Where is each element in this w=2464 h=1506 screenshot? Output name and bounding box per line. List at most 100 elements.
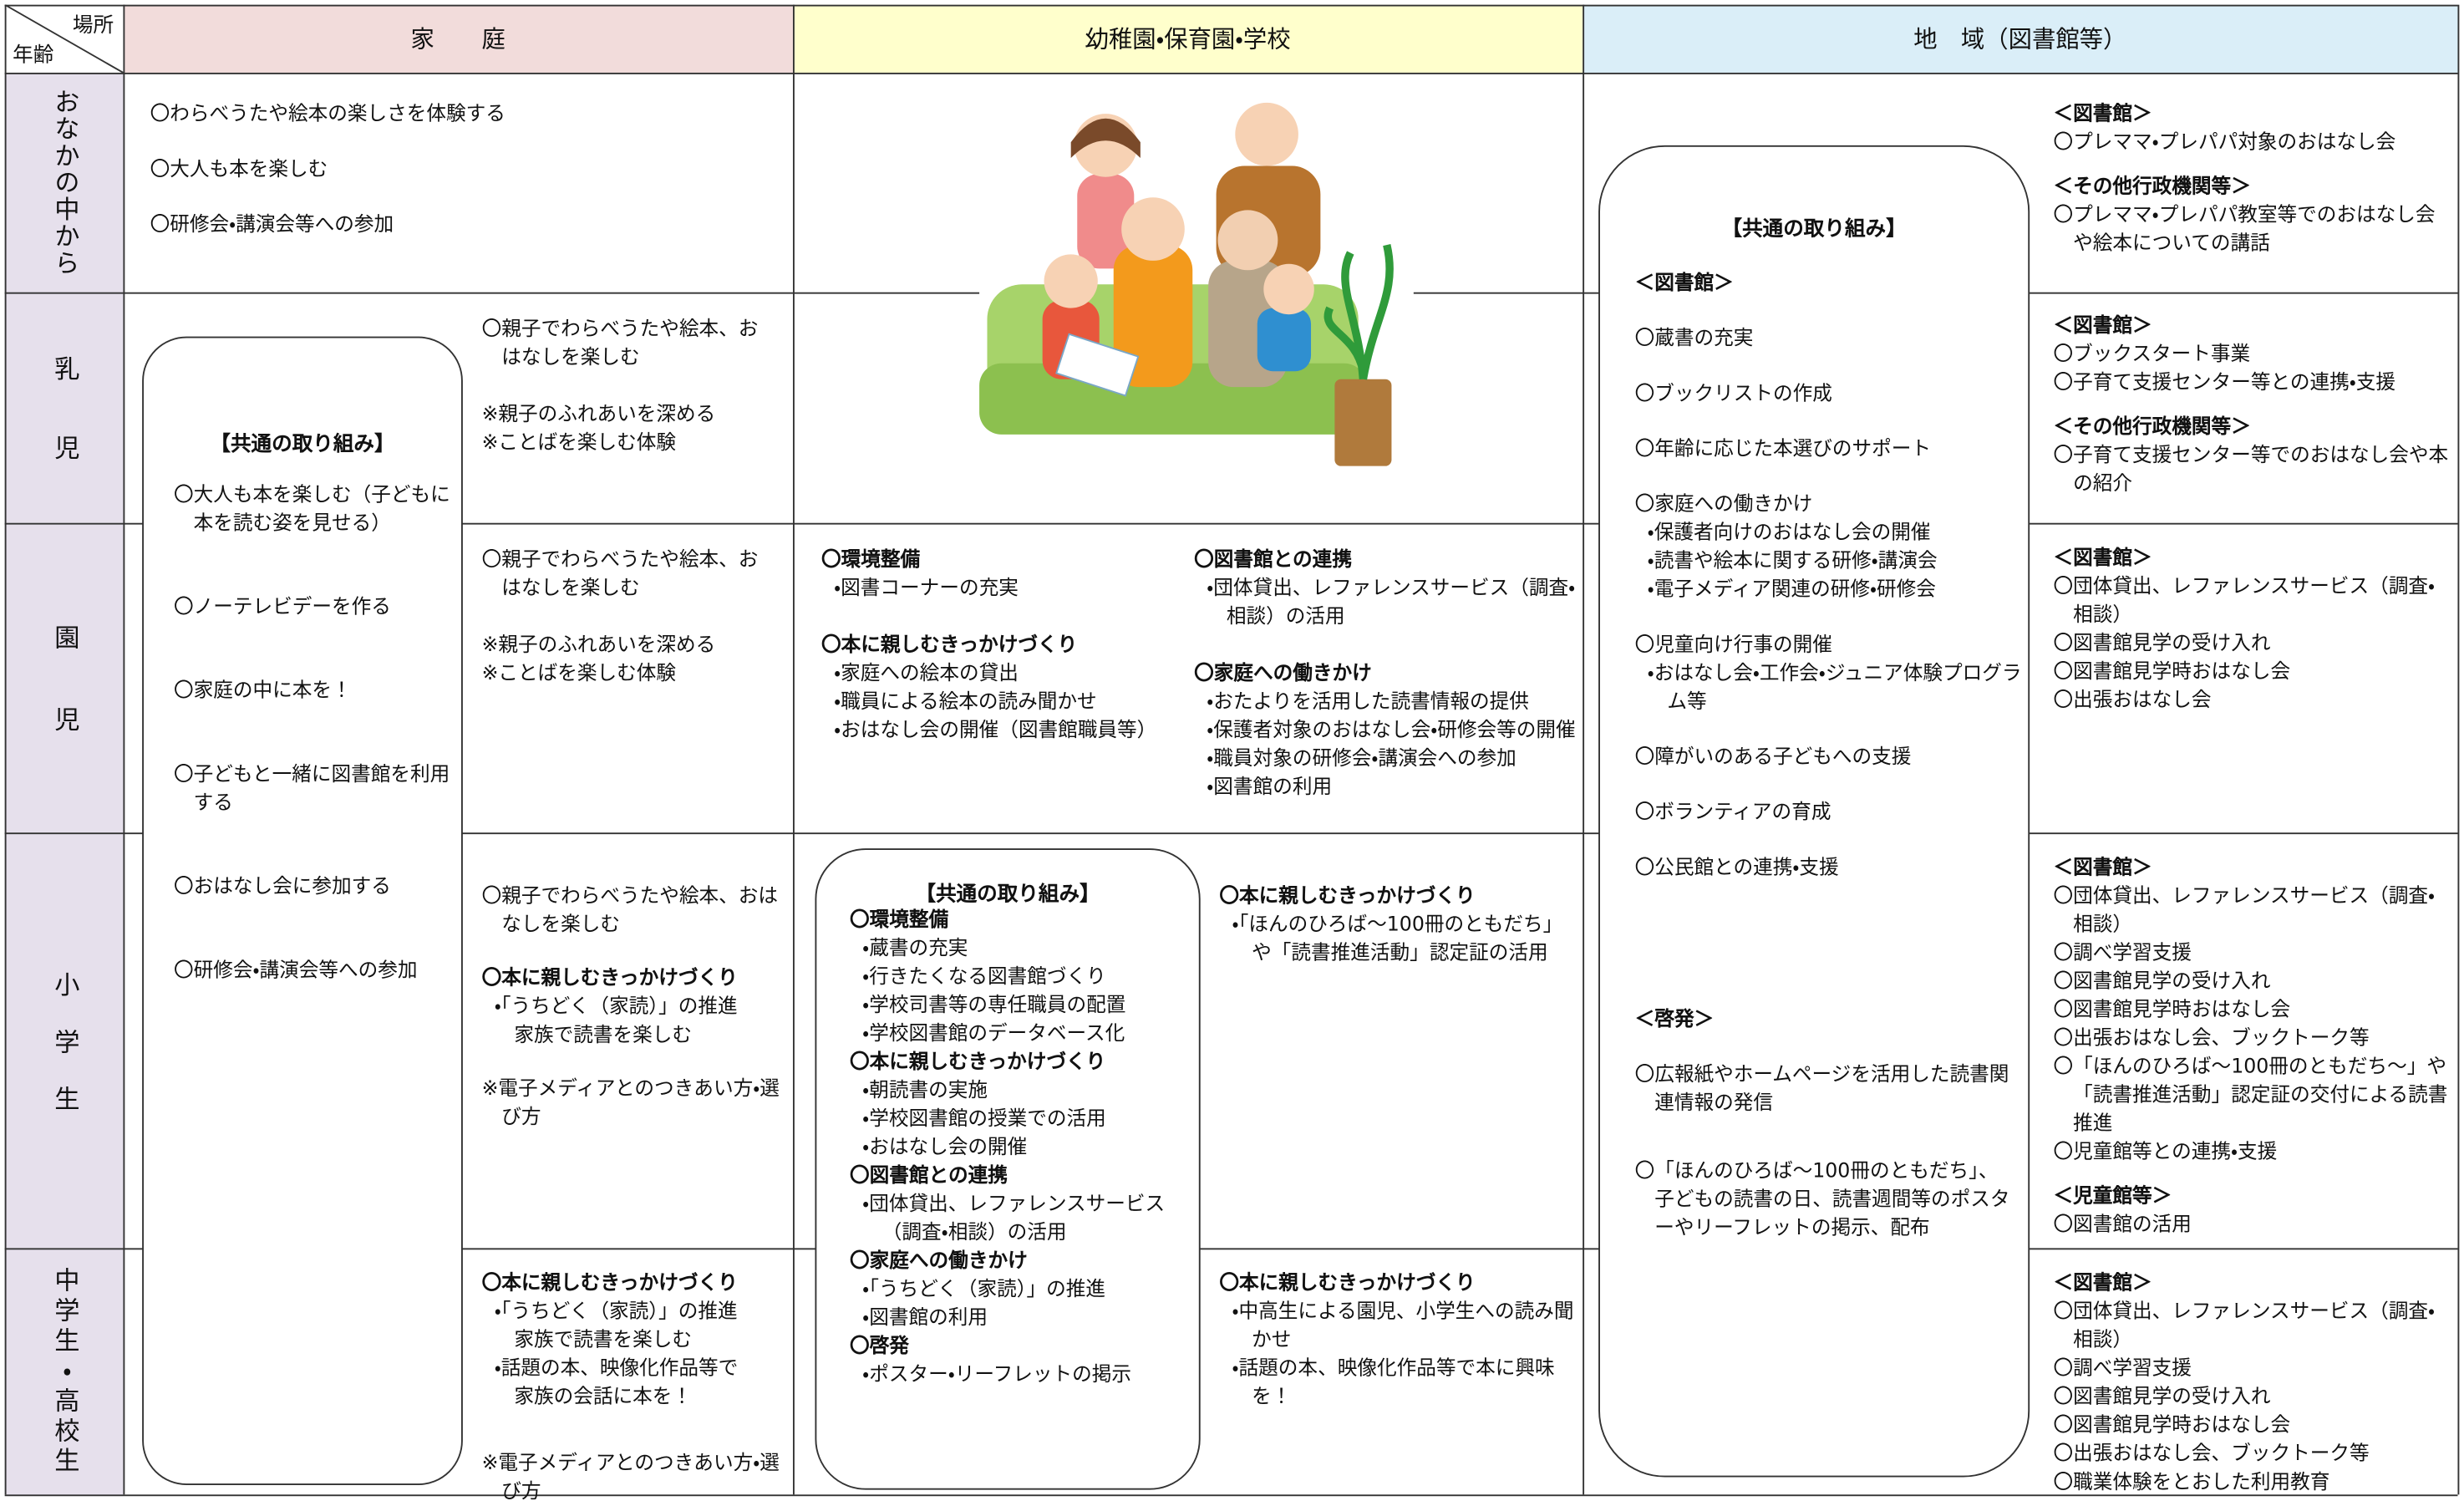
table-border (2457, 4, 2460, 1495)
section-items: ・蔵書の充実 ・行きたくなる図書館づくり ・学校司書等の専任職員の配置 ・学校図書館の… (850, 934, 1189, 1047)
section-items: ・「うちどく（家読）」の推進 家族で読書を楽しむ (482, 992, 782, 1049)
section-heading: ＜図書館＞ (2053, 313, 2152, 337)
section-heading: 〇家庭への働きかけ (1194, 660, 1372, 684)
text-line: ※電子メディアとのつきあい方・選び方 (481, 1076, 780, 1128)
plant-pot (1334, 379, 1392, 466)
section-items: ・「うちどく（家読）」の推進 家族で読書を楽しむ ・話題の本、映像化作品等で 家族の会… (482, 1297, 782, 1411)
corner-place: 場所 (72, 14, 114, 38)
section: 〇家庭への働きかけ ・「うちどく（家読）」の推進 ・図書館の利用 (850, 1247, 1189, 1332)
text-line: 〇研修会・講演会等への参加 (150, 211, 394, 236)
section-heading: 〇環境整備 (850, 907, 949, 931)
table-line (123, 4, 125, 1495)
text-line: ※電子メディアとのつきあい方・選び方 (481, 1450, 780, 1503)
cell-content: 〇わらべうたや絵本の楽しさを体験する 〇大人も本を楽しむ 〇研修会・講演会等への参加 (150, 99, 782, 238)
text-line: 〇家庭の中に本を！ (173, 677, 352, 702)
section-heading: ＜図書館＞ (2053, 1269, 2152, 1295)
section: ＜その他行政機関等＞ 〇プレママ・プレパパ教室等でのおはなし会や絵本についての講話 (2054, 172, 2451, 257)
text-line: 〇職業体験をとおした利用教育 (2053, 1469, 2330, 1493)
section-heading: ＜図書館＞ (2053, 854, 2152, 879)
section-items: ・家庭への絵本の貸出 ・職員による絵本の読み聞かせ ・おはなし会の開催（図書館職員等… (821, 659, 1188, 744)
row-label: 乳児 (49, 355, 80, 514)
text-group: ※親子のふれあいを深める ※ことばを楽しむ体験 (482, 630, 775, 687)
row-label: 小学生 (49, 970, 80, 1142)
row-header: 小学生 (4, 832, 124, 1249)
figure-body (1257, 308, 1312, 372)
section: ＜児童館等＞ 〇図書館の活用 (2054, 1182, 2451, 1239)
text-line: 〇年齢に応じた本選びのサポート (1634, 435, 1932, 460)
section-heading: ＜その他行政機関等＞ (2053, 414, 2251, 438)
common-box (1598, 145, 2030, 1478)
header-home: 家 庭 (123, 4, 793, 73)
figure-body (1077, 173, 1135, 269)
section-items: 〇団体貸出、レファレンスサービス（調査・相談） 〇調べ学習支援 〇図書館見学の受け入… (2054, 882, 2451, 1166)
row-header: 園児 (4, 522, 124, 833)
text-line: ・話題の本、映像化作品等で (494, 1355, 739, 1380)
text-line: 〇研修会・講演会等への参加 (173, 957, 418, 981)
text-line: 〇団体貸出、レファレンスサービス（調査・相談） (2053, 883, 2436, 936)
cell-content: 〇図書館との連携 ・団体貸出、レファレンスサービス（調査・相談）の活用 〇家庭への働… (1194, 545, 1581, 801)
box-title: 【共通の取り組み】 (915, 883, 1100, 908)
cell-content: 〇本に親しむきっかけづくり ・中高生による園児、小学生への読み聞かせ ・話題の本、映… (1219, 1269, 1574, 1411)
text-line: 〇大人も本を楽しむ（子どもに本を読む姿を見せる） (173, 481, 450, 534)
cell-content: 〇親子でわらべうたや絵本、おはなしを楽しむ ※親子のふれあいを深める ※ことばを楽し… (482, 314, 775, 456)
cell-content: 〇大人も本を楽しむ（子どもに本を読む姿を見せる） 〇ノーテレビデーを作る 〇家庭の中… (174, 481, 455, 984)
section: 〇環境整備 ・図書コーナーの充実 (821, 545, 1188, 602)
section-items: 〇プレママ・プレパパ教室等でのおはなし会や絵本についての講話 (2054, 201, 2451, 257)
item: 〇家庭への働きかけ ・保護者向けのおはなし会の開催 ・読書や絵本に関する研修・講演会… (1635, 490, 2022, 603)
table-line (792, 4, 795, 1495)
section: ＜図書館＞ 〇団体貸出、レファレンスサービス（調査・相談） 〇調べ学習支援 〇図書館見… (2054, 1269, 2451, 1496)
text-line: 〇ブックスタート事業 (2053, 341, 2251, 365)
text-line: 〇家庭への働きかけ (1634, 491, 1813, 516)
text-line: 〇図書館見学時おはなし会 (2053, 1412, 2291, 1437)
header-school: 幼稚園・保育園・学校 (792, 4, 1583, 73)
cell-content: 〇本に親しむきっかけづくり ・「ほんのひろば～100冊のともだち」や「読書推進活動… (1219, 882, 1574, 967)
text-line: 〇子育て支援センター等でのおはなし会や本の紹介 (2053, 442, 2449, 495)
text-line: 〇図書館見学時おはなし会 (2053, 996, 2291, 1021)
text-line: 家族の会話に本を！ (514, 1383, 693, 1408)
section-heading: 〇本に親しむきっかけづくり (1219, 1269, 1476, 1295)
section-items: ・「うちどく（家読）」の推進 ・図書館の利用 (850, 1275, 1189, 1332)
text-line: 〇わらべうたや絵本の楽しさを体験する (150, 100, 506, 125)
text-line: ・図書館の利用 (1207, 774, 1333, 798)
text-line: 〇おはなし会に参加する (173, 873, 391, 898)
picture-book (1055, 333, 1140, 397)
row-header: おなかの中から (4, 72, 124, 293)
text-line: 〇出張おはなし会、ブックトーク等 (2053, 1025, 2370, 1050)
text-line: ※ことばを楽しむ体験 (481, 430, 677, 454)
text-line: 〇広報紙やホームページを活用した読書関連情報の発信 (1634, 1061, 2009, 1114)
section: 〇本に親しむきっかけづくり ・中高生による園児、小学生への読み聞かせ ・話題の本、映… (1219, 1269, 1574, 1411)
text-line: ※ことばを楽しむ体験 (481, 660, 677, 684)
section-heading: ＜児童館等＞ (2053, 1183, 2172, 1208)
sub-items: ・保護者向けのおはなし会の開催 ・読書や絵本に関する研修・講演会 ・電子メディア関連… (1635, 518, 2022, 603)
section: 〇本に親しむきっかけづくり ・「うちどく（家読）」の推進 家族で読書を楽しむ (482, 964, 782, 1049)
table-line (4, 72, 2458, 74)
sub-items: ・おはなし会・工作会・ジュニア体験プログラム等 (1635, 659, 2022, 715)
section-heading: 〇本に親しむきっかけづくり (821, 632, 1078, 656)
common-box (815, 848, 1201, 1490)
section-heading: ＜その他行政機関等＞ (2053, 173, 2251, 198)
section-heading: 〇環境整備 (821, 547, 921, 571)
text-line: 〇児童館等との連携・支援 (2053, 1138, 2278, 1163)
text-line: 家族で読書を楽しむ (514, 1326, 693, 1351)
text-line: ・話題の本、映像化作品等で本に興味を！ (1232, 1355, 1555, 1408)
section: ＜その他行政機関等＞ 〇子育て支援センター等でのおはなし会や本の紹介 (2054, 412, 2451, 497)
item: 〇児童向け行事の開催・おはなし会・工作会・ジュニア体験プログラム等 (1635, 630, 2022, 715)
section-items: ・おたよりを活用した読書情報の提供 ・保護者対象のおはなし会・研修会等の開催 ・職員… (1194, 687, 1581, 801)
text-line: ・蔵書の充実 (862, 935, 968, 959)
text-line: 〇団体貸出、レファレンスサービス（調査・相談） (2053, 1298, 2436, 1351)
text-line: 〇プレママ・プレパパ対象のおはなし会 (2053, 130, 2396, 154)
text-line: ・保護者対象のおはなし会・研修会等の開催 (1207, 717, 1576, 741)
text-line: ・おはなし会・工作会・ジュニア体験プログラム等 (1647, 660, 2022, 713)
section: ＜図書館＞ 〇プレママ・プレパパ対象のおはなし会 (2054, 99, 2451, 156)
text-line: 〇ボランティアの育成 (1634, 799, 1831, 823)
text-line: 〇団体貸出、レファレンスサービス（調査・相談） (2053, 573, 2436, 626)
text-line: ・学校図書館の授業での活用 (862, 1106, 1106, 1130)
text-line: 〇出張おはなし会 (2053, 687, 2212, 711)
text-line: 〇児童向け行事の開催 (1634, 632, 1832, 656)
section-items: 〇広報紙やホームページを活用した読書関連情報の発信 〇「ほんのひろば～100冊のと… (1635, 1060, 2011, 1241)
section: 〇本に親しむきっかけづくり・家庭への絵本の貸出 ・職員による絵本の読み聞かせ ・おは… (821, 630, 1188, 744)
table-line (4, 1248, 2458, 1250)
